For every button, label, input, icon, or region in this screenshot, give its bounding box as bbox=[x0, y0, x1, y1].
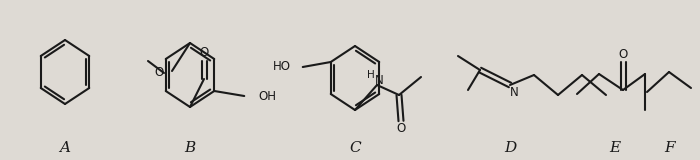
Text: C: C bbox=[349, 141, 360, 155]
Text: B: B bbox=[184, 141, 195, 155]
Text: N: N bbox=[374, 73, 384, 87]
Text: D: D bbox=[504, 141, 516, 155]
Text: N: N bbox=[510, 85, 519, 99]
Text: F: F bbox=[665, 141, 676, 155]
Text: A: A bbox=[60, 141, 71, 155]
Text: H: H bbox=[367, 70, 375, 80]
Text: O: O bbox=[155, 67, 164, 80]
Text: O: O bbox=[199, 47, 209, 60]
Text: E: E bbox=[610, 141, 621, 155]
Text: O: O bbox=[618, 48, 628, 60]
Text: O: O bbox=[396, 123, 405, 136]
Text: OH: OH bbox=[258, 89, 276, 103]
Text: HO: HO bbox=[273, 60, 290, 73]
